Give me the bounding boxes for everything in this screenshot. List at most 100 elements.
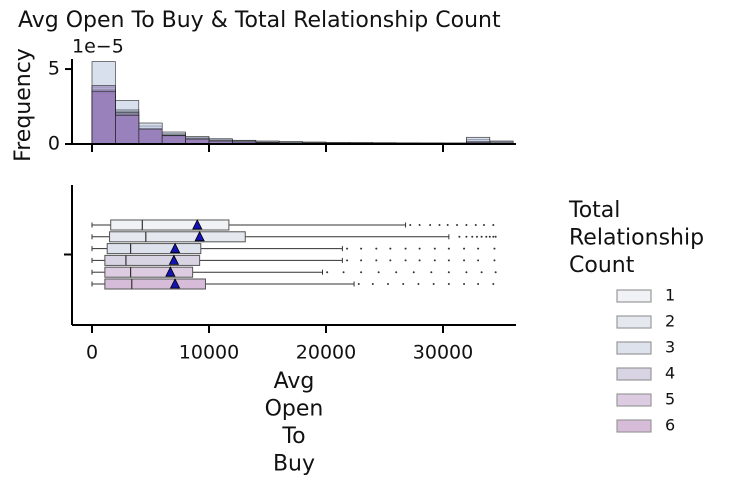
outlier <box>326 271 329 274</box>
legend-swatch <box>616 341 652 355</box>
y-axis-label: Frequency <box>11 48 36 162</box>
legend-swatch <box>616 367 652 381</box>
outlier <box>375 247 378 250</box>
outlier <box>447 283 450 285</box>
hist-bar <box>161 135 186 145</box>
box <box>110 219 230 231</box>
x-tick-label: 10000 <box>179 342 239 364</box>
outlier <box>389 247 392 250</box>
mean-marker <box>192 219 203 230</box>
outlier <box>357 283 360 285</box>
outlier <box>418 259 421 262</box>
outlier <box>404 259 407 262</box>
x-tick-label: 0 <box>86 342 98 364</box>
x-tick-label: 20000 <box>296 342 356 364</box>
legend-label: 6 <box>665 416 675 435</box>
outlier <box>371 283 374 285</box>
outlier <box>477 247 480 250</box>
outlier <box>418 247 421 250</box>
outlier <box>475 235 478 238</box>
outlier <box>493 247 496 250</box>
outlier <box>402 283 405 285</box>
y-tick-label: 0 <box>48 133 60 155</box>
outlier <box>377 271 380 274</box>
box <box>109 231 246 243</box>
outlier <box>480 235 483 238</box>
outlier <box>375 259 378 262</box>
outlier <box>360 271 363 274</box>
outlier <box>465 235 468 238</box>
outlier <box>430 271 433 274</box>
outlier <box>480 271 483 274</box>
outlier <box>346 259 349 262</box>
y-tick-label: 5 <box>48 58 60 80</box>
outlier <box>387 283 390 285</box>
outlier <box>458 235 461 238</box>
outlier <box>492 235 495 238</box>
outlier <box>389 259 392 262</box>
legend-swatch <box>616 419 652 433</box>
outlier <box>456 224 459 226</box>
outlier <box>438 224 441 226</box>
box <box>104 254 201 266</box>
mean-marker <box>169 242 181 253</box>
hist-bar <box>91 91 116 145</box>
outlier <box>474 224 477 226</box>
legend-label: 2 <box>665 312 675 331</box>
outlier <box>465 224 468 226</box>
outlier <box>493 259 496 262</box>
outlier <box>418 224 421 226</box>
outlier <box>482 224 485 226</box>
legend-title: Total Relationship Count <box>568 198 704 278</box>
outlier <box>488 235 491 238</box>
legend-swatch <box>616 393 652 407</box>
outlier <box>494 271 497 274</box>
outlier <box>465 271 468 274</box>
outlier <box>447 259 450 262</box>
outlier <box>463 259 466 262</box>
outlier <box>492 224 495 226</box>
outlier <box>346 247 349 250</box>
outlier <box>485 235 488 238</box>
outlier <box>432 283 435 285</box>
mean-marker <box>194 230 205 242</box>
mean-marker <box>168 254 180 265</box>
box <box>104 266 194 278</box>
outlier <box>342 271 345 274</box>
mean-marker <box>169 278 181 289</box>
outlier <box>477 259 480 262</box>
box <box>104 278 206 290</box>
outlier <box>417 283 420 285</box>
outlier <box>446 224 449 226</box>
box <box>106 243 202 255</box>
outlier <box>463 247 466 250</box>
outlier <box>463 283 466 285</box>
legend-label: 1 <box>665 286 675 305</box>
legend-swatch <box>616 315 652 329</box>
legend-label: 5 <box>665 390 675 409</box>
hist-bar <box>115 115 140 145</box>
legend-label: 4 <box>665 364 675 383</box>
outlier <box>492 283 495 285</box>
outlier <box>494 235 497 238</box>
outlier <box>471 235 474 238</box>
outlier <box>477 283 480 285</box>
outlier <box>433 247 436 250</box>
outlier <box>360 259 363 262</box>
outlier <box>412 271 415 274</box>
mean-marker <box>165 266 176 277</box>
outlier <box>447 271 450 274</box>
chart-title: Avg Open To Buy & Total Relationship Cou… <box>18 8 501 33</box>
legend-label: 3 <box>665 338 675 357</box>
outlier <box>409 224 412 226</box>
outlier <box>429 224 432 226</box>
outlier <box>404 247 407 250</box>
hist-bar <box>138 128 163 145</box>
x-tick-label: 30000 <box>413 342 473 364</box>
outlier <box>395 271 398 274</box>
outlier <box>360 247 363 250</box>
outlier <box>433 259 436 262</box>
legend-swatch <box>616 289 652 303</box>
